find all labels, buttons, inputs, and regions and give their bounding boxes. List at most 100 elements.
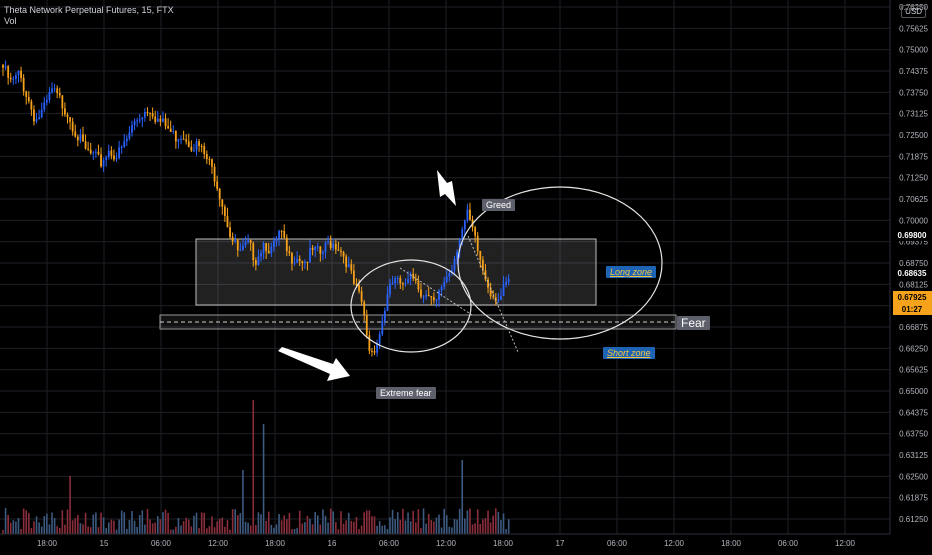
- y-tick-label: 0.64375: [899, 408, 928, 417]
- volume-bar: [507, 519, 510, 534]
- volume-bar: [345, 520, 347, 534]
- volume-bar: [458, 508, 461, 534]
- candle-body: [399, 277, 402, 284]
- volume-bar: [164, 509, 167, 534]
- candle-body: [414, 278, 417, 281]
- extreme-fear-label: Extreme fear: [376, 387, 436, 399]
- volume-bar: [399, 519, 402, 534]
- volume-bar: [123, 512, 126, 534]
- volume-bar: [30, 528, 33, 534]
- volume-bar: [105, 528, 107, 534]
- candle-body: [51, 88, 53, 93]
- volume-bar: [505, 529, 507, 534]
- candle-body: [221, 199, 224, 207]
- volume-bar: [236, 515, 239, 534]
- candle-body: [115, 158, 118, 160]
- candle-body: [123, 141, 126, 148]
- candle-body: [280, 230, 283, 232]
- candle-body: [314, 246, 317, 250]
- volume-bar: [487, 510, 489, 534]
- candle-body: [358, 285, 360, 292]
- candle-body: [283, 230, 286, 238]
- candle-body: [288, 251, 291, 254]
- volume-bar: [257, 512, 260, 534]
- volume-bar: [172, 529, 175, 534]
- currency-button[interactable]: USD: [901, 5, 926, 18]
- y-tick-label: 0.73750: [899, 88, 928, 97]
- candle-body: [435, 299, 438, 301]
- candle-body: [322, 251, 324, 254]
- y-tick-label: 0.76250: [899, 3, 928, 12]
- candle-body: [17, 70, 20, 76]
- candle-body: [4, 66, 7, 68]
- candle-body: [118, 147, 120, 159]
- candle-body: [257, 256, 260, 265]
- candle-body: [327, 241, 329, 243]
- volume-bar: [151, 523, 154, 534]
- candle-body: [430, 296, 433, 298]
- candle-body: [456, 251, 458, 259]
- candle-body: [306, 261, 309, 263]
- candle-body: [432, 297, 435, 301]
- x-tick-label: 06:00: [778, 539, 799, 548]
- volume-bar: [255, 524, 257, 534]
- volume-bar: [208, 526, 211, 534]
- volume-bar: [482, 519, 484, 534]
- candle-body: [479, 250, 482, 260]
- x-tick-label: 15: [100, 539, 109, 548]
- y-tick-label: 0.70000: [899, 216, 928, 225]
- y-tick-label: 0.65000: [899, 387, 928, 396]
- y-tick-label: 0.73125: [899, 110, 928, 119]
- volume-bar: [355, 517, 358, 534]
- candle-body: [164, 118, 167, 127]
- arrow-bottom-icon: [278, 347, 350, 381]
- candle-body: [260, 253, 262, 257]
- price-label-level-1: 0.69800: [898, 231, 927, 240]
- candle-body: [203, 146, 206, 154]
- x-tick-label: 18:00: [721, 539, 742, 548]
- volume-bar: [337, 529, 340, 534]
- volume-bar: [149, 519, 151, 534]
- volume-bar: [169, 529, 172, 534]
- candle-body: [53, 88, 56, 90]
- drawings-layer: [159, 238, 677, 330]
- volume-bar: [479, 523, 482, 534]
- volume-bar: [484, 518, 487, 534]
- volume-bar: [291, 529, 293, 534]
- volume-bar: [182, 521, 185, 534]
- candle-body: [481, 259, 484, 271]
- candle-body: [293, 262, 296, 264]
- candle-body: [15, 75, 17, 79]
- volume-bar: [46, 513, 48, 534]
- candle-body: [502, 284, 505, 296]
- volume-bar: [102, 517, 105, 534]
- volume-bar: [100, 512, 102, 534]
- volume-bar: [412, 510, 415, 534]
- candle-body: [386, 294, 389, 311]
- volume-bar: [20, 529, 22, 534]
- volume-bar: [126, 528, 128, 534]
- volume-bar: [154, 522, 157, 534]
- candle-body: [25, 91, 28, 98]
- extreme-fear-ellipse: [350, 259, 472, 353]
- candle-body: [443, 281, 446, 287]
- volume-bar: [118, 519, 120, 534]
- candle-body: [74, 131, 77, 137]
- volume-bar: [471, 524, 474, 534]
- volume-bar: [360, 525, 363, 534]
- volume-bar: [476, 509, 479, 534]
- candle-body: [102, 160, 105, 167]
- volume-bar: [278, 513, 280, 534]
- candle-body: [84, 141, 87, 149]
- candle-body: [89, 149, 92, 154]
- candle-body: [451, 270, 453, 273]
- volume-bar: [273, 527, 275, 534]
- volume-bar: [131, 511, 133, 534]
- volume-bar: [61, 510, 64, 534]
- candle-body: [141, 117, 144, 120]
- volume-bar: [221, 517, 224, 534]
- volume-bar: [402, 508, 404, 534]
- candle-body: [182, 138, 185, 140]
